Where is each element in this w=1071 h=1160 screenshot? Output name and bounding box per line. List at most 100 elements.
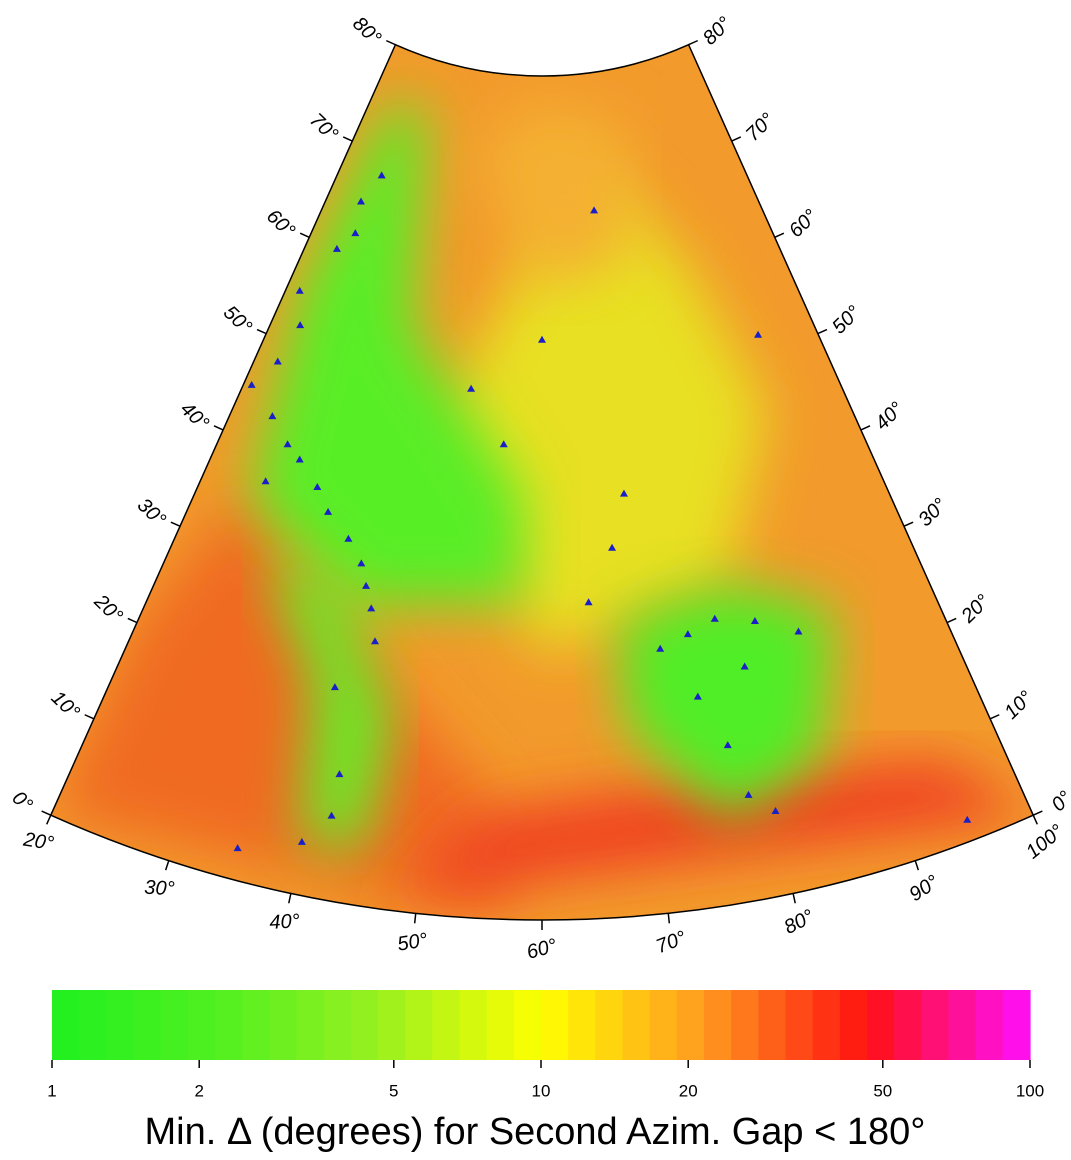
colorbar-band [405, 990, 433, 1060]
colorbar-band [269, 990, 298, 1060]
station [324, 507, 333, 515]
station [771, 806, 780, 814]
station [351, 229, 360, 237]
colorbar-band [568, 990, 596, 1060]
lon-tick [288, 893, 292, 904]
station [344, 534, 353, 542]
lat-label: 50° [219, 302, 256, 339]
station [233, 844, 242, 852]
colorbar: 1 2 5 10 20 50 100 [47, 990, 1044, 1100]
station [619, 489, 628, 497]
station [656, 644, 665, 652]
colorbar-band [758, 990, 787, 1060]
colorbar-band [676, 990, 705, 1060]
colorbar-band [296, 990, 325, 1060]
lat-tick [213, 425, 224, 431]
lat-tick [41, 810, 52, 816]
colorbar-tick-label: 50 [873, 1081, 892, 1100]
lat-label: 30° [914, 494, 951, 531]
colorbar-band [242, 990, 270, 1060]
colorbar-band [486, 990, 515, 1060]
lat-label: 20° [89, 590, 127, 628]
colorbar-band [432, 990, 461, 1060]
colorbar-band [378, 990, 406, 1060]
colorbar-band [1002, 990, 1031, 1060]
station [295, 455, 304, 463]
colorbar-band [812, 990, 841, 1060]
colorbar-band [894, 990, 922, 1060]
colorbar-band [160, 990, 189, 1060]
colorbar-band [106, 990, 135, 1060]
lat-label: 80° [699, 13, 736, 50]
colorbar-band [622, 990, 651, 1060]
lat-tick [989, 714, 1000, 720]
colorbar-band [921, 990, 950, 1060]
colorbar-band [541, 990, 569, 1060]
field-green-europe [250, 99, 526, 605]
lon-tick [46, 814, 52, 825]
lat-label: 0° [1047, 787, 1071, 816]
field-green-india [618, 583, 834, 820]
station [261, 477, 270, 485]
colorbar-band [79, 990, 107, 1060]
station [723, 741, 732, 749]
lat-label: 20° [957, 591, 995, 629]
field-orange-north [472, 97, 631, 287]
lat-tick [342, 136, 353, 142]
lon-label: 70° [653, 927, 689, 958]
lat-tick [127, 617, 138, 624]
colorbar-tick-label: 100 [1016, 1081, 1044, 1100]
colorbar-band [595, 990, 624, 1060]
colorbar-band [187, 990, 216, 1060]
station [467, 384, 476, 392]
station [283, 440, 292, 448]
station [744, 790, 753, 798]
lat-tick [817, 328, 828, 335]
lat-tick [688, 39, 699, 46]
lat-label: 70° [742, 109, 779, 146]
colorbar-band [649, 990, 678, 1060]
station [327, 811, 336, 819]
station [710, 614, 719, 622]
lat-tick [299, 232, 310, 239]
colorbar-band [350, 990, 379, 1060]
colorbar-band [513, 990, 542, 1060]
lon-tick [667, 913, 671, 924]
lon-tick [164, 860, 170, 871]
stations [233, 171, 972, 852]
lon-label: 40° [269, 910, 300, 934]
lat-tick [84, 714, 95, 720]
lat-label: 50° [828, 302, 865, 339]
station [740, 662, 749, 670]
colorbar-tick-label: 1 [47, 1081, 56, 1100]
station [268, 412, 277, 420]
colorbar-band [867, 990, 895, 1060]
lat-tick [731, 136, 742, 142]
lon-label: 80° [781, 906, 818, 939]
colorbar-band [785, 990, 814, 1060]
lon-tick [914, 860, 920, 871]
lat-label: 10° [47, 687, 84, 724]
station [794, 627, 803, 635]
lat-tick [860, 425, 871, 431]
lon-label: 100° [1022, 820, 1068, 863]
lat-label: 60° [785, 205, 822, 242]
lat-tick [1032, 810, 1043, 816]
station [335, 770, 344, 778]
map-frame [49, 43, 1035, 921]
station [357, 559, 366, 567]
station [538, 335, 546, 343]
station [296, 321, 305, 329]
lon-label: 20° [21, 828, 55, 855]
lon-label: 30° [144, 877, 175, 901]
station [377, 171, 386, 179]
station [313, 482, 322, 490]
station [356, 197, 365, 205]
colorbar-band [215, 990, 243, 1060]
lat-label: 70° [305, 109, 342, 146]
lat-label: 10° [1000, 687, 1037, 724]
field-deepred [353, 760, 1034, 911]
colorbar-band [323, 990, 352, 1060]
lat-tick [774, 232, 785, 239]
